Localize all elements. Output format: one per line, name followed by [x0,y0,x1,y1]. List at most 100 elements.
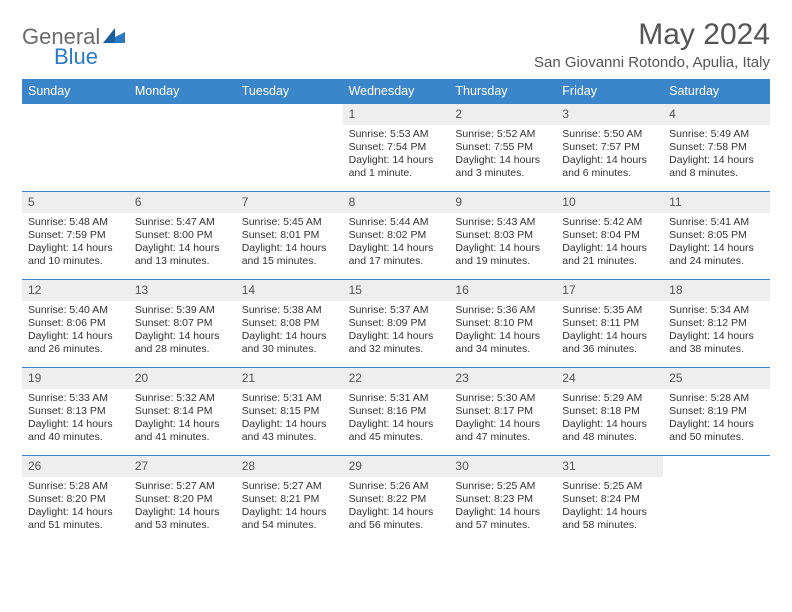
day-number: 13 [129,280,236,301]
sunset-line: Sunset: 8:23 PM [455,493,550,506]
sunrise-line: Sunrise: 5:31 AM [242,392,337,405]
daylight-line: Daylight: 14 hours and 30 minutes. [242,330,337,356]
daylight-line: Daylight: 14 hours and 47 minutes. [455,418,550,444]
sunrise-line: Sunrise: 5:52 AM [455,128,550,141]
calendar-cell: 3Sunrise: 5:50 AMSunset: 7:57 PMDaylight… [556,103,663,191]
logo: GeneralBlue [22,18,127,70]
title-block: May 2024 San Giovanni Rotondo, Apulia, I… [534,18,770,71]
daylight-line: Daylight: 14 hours and 15 minutes. [242,242,337,268]
calendar-cell: 24 Sunrise: 5:29 AMSunset: 8:18 PMDayligh… [556,367,663,455]
sunset-line: Sunset: 8:09 PM [349,317,444,330]
day-details: Sunrise: 5:48 AMSunset: 7:59 PMDaylight:… [22,213,129,274]
calendar-body: 1Sunrise: 5:53 AMSunset: 7:54 PMDaylight… [22,103,770,543]
day-details: Sunrise: 5:49 AMSunset: 7:58 PMDaylight:… [663,125,770,186]
sunrise-line: Sunrise: 5:32 AM [135,392,230,405]
page: GeneralBlue May 2024 San Giovanni Rotond… [0,0,792,561]
sunset-line: Sunset: 8:05 PM [669,229,764,242]
weekday-header: Tuesday [236,79,343,103]
sunrise-line: Sunrise: 5:41 AM [669,216,764,229]
day-number: 4 [663,104,770,125]
sunset-line: Sunset: 8:01 PM [242,229,337,242]
day-details: Sunrise: 5:27 AMSunset: 8:21 PMDaylight:… [236,477,343,538]
daylight-line: Daylight: 14 hours and 57 minutes. [455,506,550,532]
day-number: 28 [236,456,343,477]
day-number: 11 [663,192,770,213]
day-details: Sunrise: 5:50 AMSunset: 7:57 PMDaylight:… [556,125,663,186]
calendar-cell: 8Sunrise: 5:44 AMSunset: 8:02 PMDaylight… [343,191,450,279]
calendar-cell [22,103,129,191]
sunrise-line: Sunrise: 5:47 AM [135,216,230,229]
sunrise-line: Sunrise: 5:48 AM [28,216,123,229]
sunrise-line: Sunrise: 5:45 AM [242,216,337,229]
day-details: Sunrise: 5:44 AMSunset: 8:02 PMDaylight:… [343,213,450,274]
calendar-cell: 27Sunrise: 5:27 AMSunset: 8:20 PMDayligh… [129,455,236,543]
day-details: Sunrise: 5:45 AMSunset: 8:01 PMDaylight:… [236,213,343,274]
sunrise-line: Sunrise: 5:49 AM [669,128,764,141]
daylight-line: Daylight: 14 hours and 3 minutes. [455,154,550,180]
sunrise-line: Sunrise: 5:36 AM [455,304,550,317]
sunset-line: Sunset: 8:10 PM [455,317,550,330]
sunset-line: Sunset: 8:07 PM [135,317,230,330]
calendar-cell: 23Sunrise: 5:30 AMSunset: 8:17 PMDayligh… [449,367,556,455]
sunrise-line: Sunrise: 5:35 AM [562,304,657,317]
daylight-line: Daylight: 14 hours and 13 minutes. [135,242,230,268]
calendar-cell: 22Sunrise: 5:31 AMSunset: 8:16 PMDayligh… [343,367,450,455]
daylight-line: Daylight: 14 hours and 1 minute. [349,154,444,180]
day-number: 26 [22,456,129,477]
weekday-header: Friday [556,79,663,103]
day-number: 30 [449,456,556,477]
day-number: 12 [22,280,129,301]
sunset-line: Sunset: 8:14 PM [135,405,230,418]
daylight-line: Daylight: 14 hours and 45 minutes. [349,418,444,444]
sunrise-line: Sunrise: 5:43 AM [455,216,550,229]
day-number: 21 [236,368,343,389]
weekday-header: Thursday [449,79,556,103]
day-number: 2 [449,104,556,125]
calendar-cell: 21Sunrise: 5:31 AMSunset: 8:15 PMDayligh… [236,367,343,455]
sunset-line: Sunset: 8:02 PM [349,229,444,242]
day-details: Sunrise: 5:28 AMSunset: 8:19 PMDaylight:… [663,389,770,450]
sunset-line: Sunset: 8:08 PM [242,317,337,330]
day-details: Sunrise: 5:34 AMSunset: 8:12 PMDaylight:… [663,301,770,362]
day-details: Sunrise: 5:35 AMSunset: 8:11 PMDaylight:… [556,301,663,362]
sunset-line: Sunset: 8:18 PM [562,405,657,418]
calendar-cell: 14Sunrise: 5:38 AMSunset: 8:08 PMDayligh… [236,279,343,367]
sunset-line: Sunset: 8:13 PM [28,405,123,418]
calendar-cell: 12Sunrise: 5:40 AMSunset: 8:06 PMDayligh… [22,279,129,367]
day-number: 23 [449,368,556,389]
logo-flag-icon [101,27,127,50]
daylight-line: Daylight: 14 hours and 8 minutes. [669,154,764,180]
sunset-line: Sunset: 7:55 PM [455,141,550,154]
calendar-cell: 2 Sunrise: 5:52 AMSunset: 7:55 PMDaylight… [449,103,556,191]
calendar-cell: 29Sunrise: 5:26 AMSunset: 8:22 PMDayligh… [343,455,450,543]
sunset-line: Sunset: 8:04 PM [562,229,657,242]
calendar-cell: 17Sunrise: 5:35 AMSunset: 8:11 PMDayligh… [556,279,663,367]
day-details: Sunrise: 5:25 AMSunset: 8:23 PMDaylight:… [449,477,556,538]
calendar-cell: 31Sunrise: 5:25 AMSunset: 8:24 PMDayligh… [556,455,663,543]
sunrise-line: Sunrise: 5:28 AM [669,392,764,405]
day-number: 3 [556,104,663,125]
sunset-line: Sunset: 8:19 PM [669,405,764,418]
calendar-cell: 6Sunrise: 5:47 AMSunset: 8:00 PMDaylight… [129,191,236,279]
daylight-line: Daylight: 14 hours and 48 minutes. [562,418,657,444]
day-details: Sunrise: 5:43 AMSunset: 8:03 PMDaylight:… [449,213,556,274]
day-number: 25 [663,368,770,389]
sunrise-line: Sunrise: 5:33 AM [28,392,123,405]
day-details: Sunrise: 5:31 AMSunset: 8:15 PMDaylight:… [236,389,343,450]
sunset-line: Sunset: 8:12 PM [669,317,764,330]
day-details: Sunrise: 5:33 AMSunset: 8:13 PMDaylight:… [22,389,129,450]
sunrise-line: Sunrise: 5:29 AM [562,392,657,405]
day-number: 18 [663,280,770,301]
sunrise-line: Sunrise: 5:25 AM [455,480,550,493]
day-number: 24 [556,368,663,389]
day-details: Sunrise: 5:47 AMSunset: 8:00 PMDaylight:… [129,213,236,274]
day-details: Sunrise: 5:31 AMSunset: 8:16 PMDaylight:… [343,389,450,450]
calendar-cell: 10Sunrise: 5:42 AMSunset: 8:04 PMDayligh… [556,191,663,279]
day-details: Sunrise: 5:25 AMSunset: 8:24 PMDaylight:… [556,477,663,538]
sunrise-line: Sunrise: 5:28 AM [28,480,123,493]
daylight-line: Daylight: 14 hours and 28 minutes. [135,330,230,356]
day-details: Sunrise: 5:40 AMSunset: 8:06 PMDaylight:… [22,301,129,362]
calendar-header-row: SundayMondayTuesdayWednesdayThursdayFrid… [22,79,770,103]
daylight-line: Daylight: 14 hours and 34 minutes. [455,330,550,356]
calendar-cell: 20Sunrise: 5:32 AMSunset: 8:14 PMDayligh… [129,367,236,455]
